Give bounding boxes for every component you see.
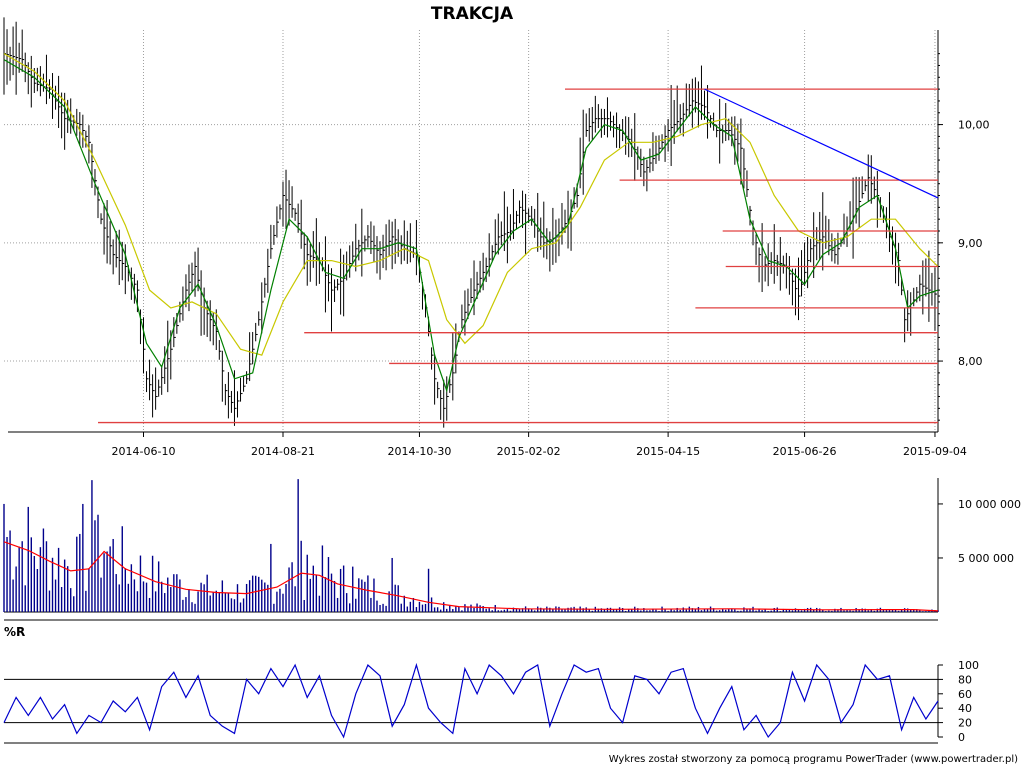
price-x-tick-label: 2014-08-21 — [251, 445, 315, 458]
wr-y-tick-label: 60 — [958, 688, 972, 701]
wr-y-tick-label: 80 — [958, 673, 972, 686]
volume-panel: 10 000 000 5 000 000 — [3, 478, 1021, 621]
wr-y-tick-label: 0 — [958, 731, 965, 744]
footer-credit: Wykres został stworzony za pomocą progra… — [609, 754, 1018, 765]
price-x-tick-label: 2015-02-02 — [497, 445, 561, 458]
price-y-tick-label: 9,00 — [958, 237, 983, 250]
volume-y-tick-label: 5 000 000 — [958, 552, 1014, 565]
williams-r-line — [3, 662, 939, 739]
price-x-tick-label: 2015-04-15 — [636, 445, 700, 458]
williams-r-label: %R — [4, 625, 25, 639]
volume-average-line — [3, 541, 939, 612]
wr-y-tick-label: 100 — [958, 659, 979, 672]
wr-y-tick-label: 40 — [958, 702, 972, 715]
price-y-tick-label: 10,00 — [958, 119, 990, 132]
price-x-tick-label: 2014-06-10 — [112, 445, 176, 458]
price-y-tick-label: 8,00 — [958, 355, 983, 368]
chart-title: TRAKCJA — [431, 4, 514, 24]
short-moving-average — [3, 59, 939, 393]
price-x-tick-label: 2015-09-04 — [903, 445, 967, 458]
wr-y-tick-label: 20 — [958, 717, 972, 730]
volume-y-tick-label: 10 000 000 — [958, 498, 1021, 511]
price-x-tick-label: 2014-10-30 — [387, 445, 451, 458]
long-moving-average — [3, 53, 939, 356]
price-x-tick-label: 2015-06-26 — [773, 445, 837, 458]
trendline — [704, 88, 939, 199]
price-panel: 2014-06-10 2014-08-21 2014-10-30 2015-02-02… — [3, 17, 990, 458]
